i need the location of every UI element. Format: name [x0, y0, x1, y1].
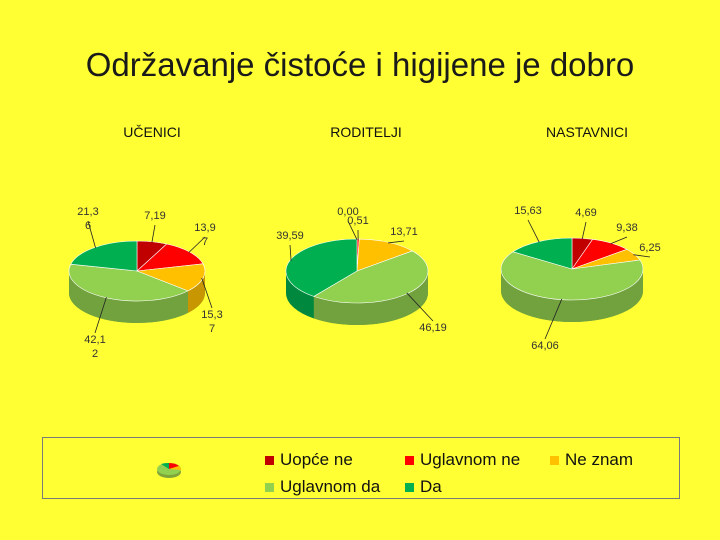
legend-label: Uglavnom ne	[420, 450, 521, 469]
slice-side-uglavnom-da	[69, 271, 188, 324]
slice-side-da	[286, 271, 314, 319]
slice-ne-znam	[136, 263, 206, 292]
data-label-uglavnom-da: 42,1	[84, 334, 105, 346]
slice-uglavnom-da	[68, 263, 189, 302]
legend-pie-icon	[157, 462, 182, 478]
data-label-uopce-ne: 0,00	[337, 206, 358, 218]
legend-label: Uopće ne	[280, 450, 353, 469]
pie-chart-1: 0,000,51 13,71 46,19 39,59	[276, 206, 447, 334]
legend-swatch	[265, 482, 274, 492]
data-label-ne-znam: 7	[209, 323, 215, 335]
slice-da	[285, 238, 358, 297]
leader-line	[201, 277, 213, 309]
legend-swatch	[405, 482, 414, 492]
chart-title-nastavnici: NASTAVNICI	[546, 124, 628, 140]
legend-swatch	[550, 455, 559, 465]
data-label-ne-znam: 6,25	[639, 242, 660, 254]
slice-uglavnom-da	[313, 250, 429, 304]
data-label-ne-znam: 13,71	[390, 226, 418, 238]
data-label-da: 39,59	[276, 230, 304, 242]
data-label-uopce-ne: 4,69	[575, 207, 596, 219]
legend-swatch	[265, 455, 274, 465]
data-label-da: 15,63	[514, 205, 542, 217]
leader-line	[581, 221, 587, 240]
pie-chart-0: 7,19 13,9 7 15,3 7 42,1 2 21,3 6	[68, 206, 223, 360]
legend-label: Da	[420, 477, 442, 496]
leader-line	[289, 244, 292, 261]
data-label-da: 21,3	[77, 206, 98, 218]
legend-item-ne-znam: Ne znam	[550, 450, 633, 470]
chart-title-ucenici: UČENICI	[123, 124, 181, 140]
chart-title-roditelji: RODITELJI	[330, 124, 402, 140]
pie-chart-2: 4,69 9,386,25 64,06 15,63	[500, 205, 661, 352]
data-label-uglavnom-ne: 0,51	[347, 215, 368, 227]
leader-line	[633, 254, 651, 258]
leader-line	[544, 298, 563, 340]
leader-line	[388, 240, 405, 244]
data-label-uglavnom-ne: 9,38	[616, 222, 637, 234]
data-label-da: 6	[85, 220, 91, 232]
slice-uglavnom-ne	[136, 243, 204, 272]
leader-line	[347, 220, 358, 240]
page-title: Održavanje čistoće i higijene je dobro	[85, 46, 635, 83]
leader-line	[610, 236, 628, 245]
leader-line	[87, 220, 96, 249]
data-label-uglavnom-ne: 7	[202, 236, 208, 248]
leader-line	[151, 224, 156, 243]
legend-label: Ne znam	[565, 450, 634, 469]
legend-label: Uglavnom da	[280, 477, 381, 496]
legend: Uopće ne Uglavnom ne Ne znam Uglavnom da…	[42, 437, 680, 499]
data-label-ne-znam: 15,3	[201, 309, 222, 321]
slice-side-uglavnom-da	[501, 269, 643, 322]
leader-line	[527, 219, 540, 243]
slice-ne-znam	[356, 238, 414, 272]
legend-item-da: Da	[405, 477, 442, 497]
data-label-uglavnom-da: 2	[92, 348, 98, 360]
data-label-uglavnom-ne: 13,9	[194, 222, 215, 234]
leader-line	[188, 236, 206, 253]
slice-side-uglavnom-da	[313, 271, 428, 326]
data-label-uopce-ne: 7,19	[144, 210, 165, 222]
data-label-uglavnom-da: 64,06	[531, 340, 559, 352]
leader-line	[406, 292, 434, 322]
leader-line	[94, 297, 107, 334]
legend-swatch	[405, 455, 414, 465]
legend-item-uopce-ne: Uopće ne	[265, 450, 353, 470]
data-label-uglavnom-da: 46,19	[419, 322, 447, 334]
slice-da	[70, 240, 138, 272]
legend-item-uglavnom-ne: Uglavnom ne	[405, 450, 520, 470]
legend-item-uglavnom-da: Uglavnom da	[265, 477, 380, 497]
